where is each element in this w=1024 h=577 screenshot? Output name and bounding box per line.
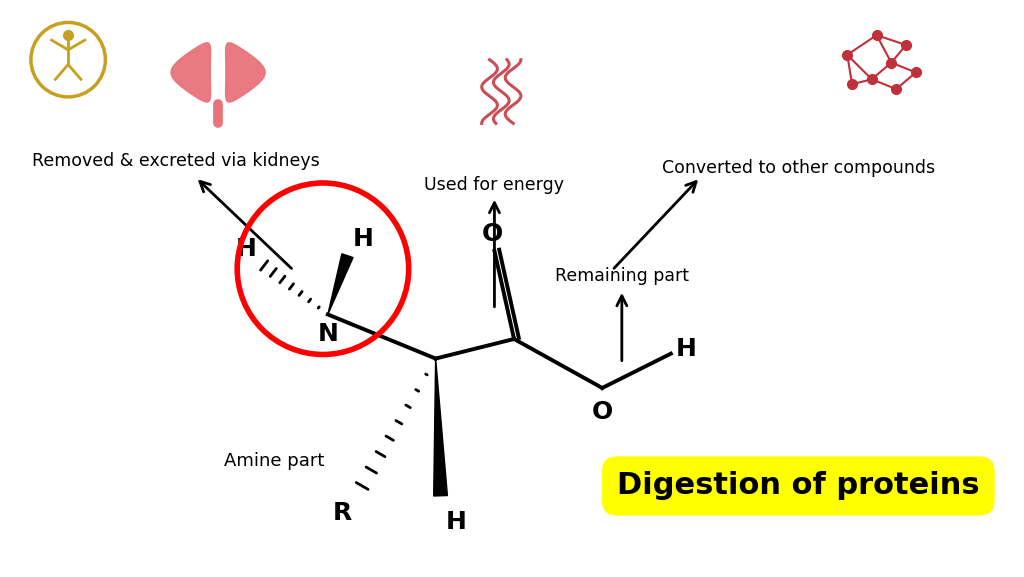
Polygon shape bbox=[225, 43, 265, 102]
Text: Remaining part: Remaining part bbox=[555, 267, 689, 285]
Polygon shape bbox=[171, 43, 211, 102]
Text: Digestion of proteins: Digestion of proteins bbox=[616, 471, 980, 500]
Text: R: R bbox=[333, 501, 352, 524]
Polygon shape bbox=[434, 358, 447, 496]
Text: H: H bbox=[445, 511, 466, 534]
Text: Removed & excreted via kidneys: Removed & excreted via kidneys bbox=[32, 152, 319, 170]
Text: Used for energy: Used for energy bbox=[424, 176, 564, 194]
Text: H: H bbox=[676, 337, 696, 361]
Text: N: N bbox=[317, 323, 338, 346]
Text: H: H bbox=[352, 227, 373, 251]
Text: O: O bbox=[482, 222, 503, 246]
Text: Amine part: Amine part bbox=[224, 452, 325, 470]
Polygon shape bbox=[328, 254, 353, 314]
Text: Converted to other compounds: Converted to other compounds bbox=[662, 159, 935, 177]
Text: O: O bbox=[592, 400, 612, 424]
Text: H: H bbox=[236, 237, 256, 261]
